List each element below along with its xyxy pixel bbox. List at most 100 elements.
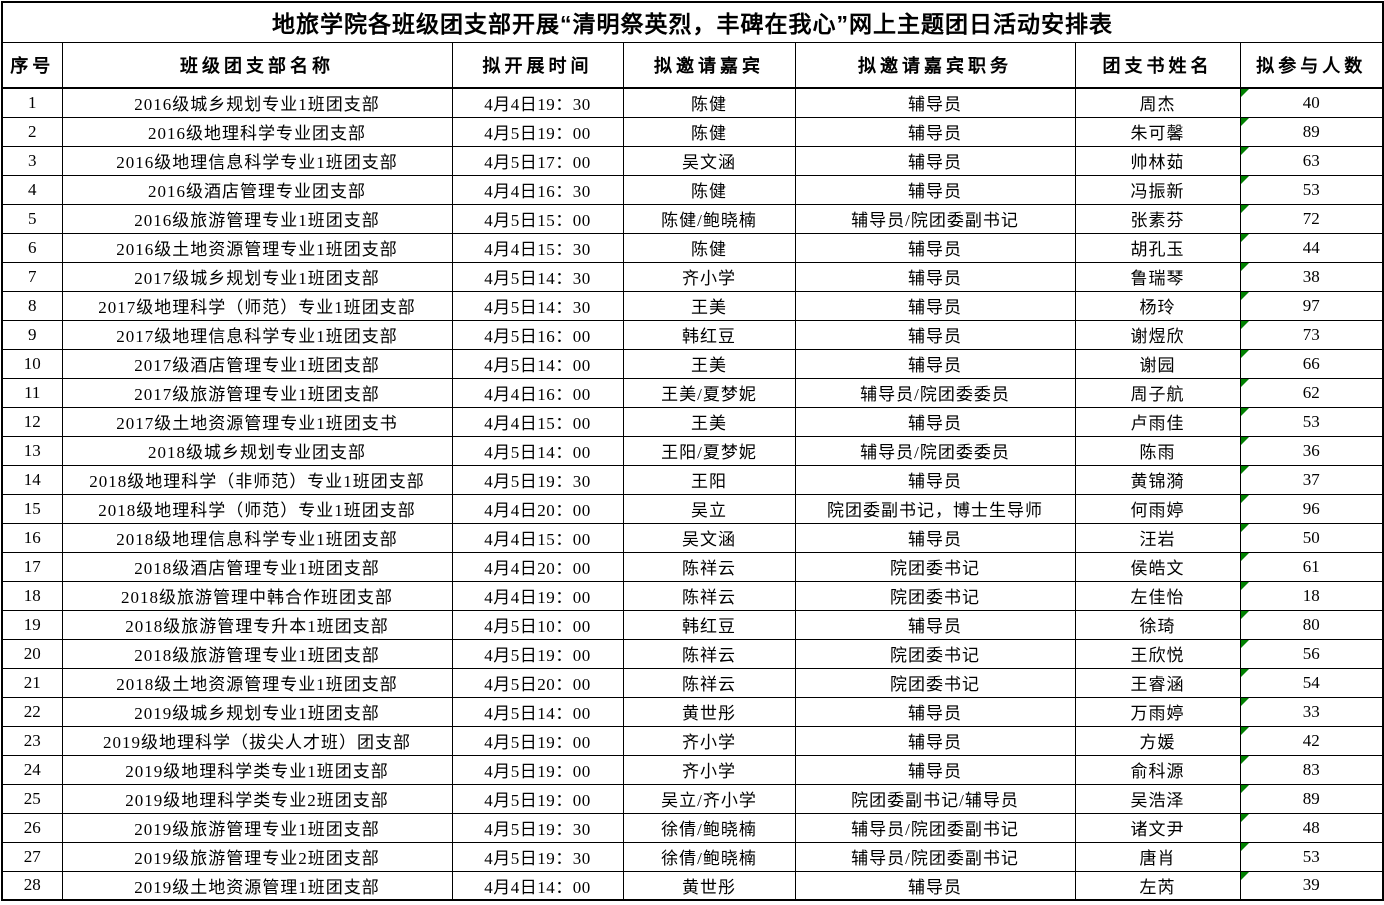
cell-guest: 陈祥云 [622, 667, 796, 698]
participants-value: 89 [1302, 788, 1320, 808]
participants-value: 48 [1302, 817, 1320, 837]
cell-branch-name: 2017级城乡规划专业1班团支部 [61, 261, 453, 292]
cell-guest-title: 辅导员/院团委副书记 [794, 812, 1076, 843]
cell-time: 4月5日14：30 [451, 290, 624, 321]
cell-secretary: 唐肖 [1074, 841, 1241, 872]
green-triangle-icon [1241, 321, 1249, 329]
cell-branch-name: 2017级地理科学（师范）专业1班团支部 [61, 290, 453, 321]
cell-secretary: 张素芬 [1074, 203, 1241, 234]
cell-branch-name: 2019级地理科学类专业2班团支部 [61, 783, 453, 814]
cell-secretary: 周杰 [1074, 87, 1241, 118]
cell-guest-title: 辅导员 [794, 464, 1076, 495]
cell-guest-title: 辅导员 [794, 696, 1076, 727]
cell-index: 16 [1, 522, 63, 553]
cell-secretary: 帅林茹 [1074, 145, 1241, 176]
column-header-index: 序号 [1, 41, 63, 89]
cell-index: 13 [1, 435, 63, 466]
cell-participants: 39 [1239, 870, 1384, 901]
green-triangle-icon [1241, 408, 1249, 416]
table-row: 21 2018级土地资源管理专业1班团支部 4月5日20：00 陈祥云 院团委书… [1, 667, 1384, 698]
table-row: 18 2018级旅游管理中韩合作班团支部 4月4日19：00 陈祥云 院团委书记… [1, 580, 1384, 611]
cell-guest: 徐倩/鲍晓楠 [622, 812, 796, 843]
cell-guest: 陈祥云 [622, 580, 796, 611]
cell-guest: 徐倩/鲍晓楠 [622, 841, 796, 872]
cell-participants: 38 [1239, 261, 1384, 292]
column-header-secretary: 团支书姓名 [1074, 41, 1241, 89]
table-row: 19 2018级旅游管理专升本1班团支部 4月5日10：00 韩红豆 辅导员 徐… [1, 609, 1384, 640]
table-row: 14 2018级地理科学（非师范）专业1班团支部 4月5日19：30 王阳 辅导… [1, 464, 1384, 495]
cell-time: 4月5日20：00 [451, 667, 624, 698]
cell-index: 7 [1, 261, 63, 292]
green-triangle-icon [1241, 727, 1249, 735]
table-row: 23 2019级地理科学（拔尖人才班）团支部 4月5日19：00 齐小学 辅导员… [1, 725, 1384, 756]
column-header-guest: 拟邀请嘉宾 [622, 41, 796, 89]
cell-participants: 36 [1239, 435, 1384, 466]
cell-guest: 韩红豆 [622, 609, 796, 640]
participants-value: 66 [1302, 353, 1320, 373]
table-row: 11 2017级旅游管理专业1班团支部 4月4日16：00 王美/夏梦妮 辅导员… [1, 377, 1384, 408]
green-triangle-icon [1241, 785, 1249, 793]
green-triangle-icon [1241, 292, 1249, 300]
cell-index: 3 [1, 145, 63, 176]
participants-value: 18 [1302, 585, 1320, 605]
participants-value: 37 [1302, 469, 1320, 489]
cell-guest-title: 辅导员 [794, 406, 1076, 437]
cell-guest-title: 辅导员/院团委委员 [794, 377, 1076, 408]
cell-secretary: 胡孔玉 [1074, 232, 1241, 263]
green-triangle-icon [1241, 872, 1249, 880]
cell-branch-name: 2018级地理信息科学专业1班团支部 [61, 522, 453, 553]
cell-index: 10 [1, 348, 63, 379]
cell-index: 18 [1, 580, 63, 611]
participants-value: 42 [1302, 730, 1320, 750]
green-triangle-icon [1241, 843, 1249, 851]
cell-guest: 吴立 [622, 493, 796, 524]
participants-value: 36 [1302, 440, 1320, 460]
green-triangle-icon [1241, 234, 1249, 242]
cell-secretary: 诸文尹 [1074, 812, 1241, 843]
cell-participants: 50 [1239, 522, 1384, 553]
cell-time: 4月4日16：00 [451, 377, 624, 408]
cell-participants: 97 [1239, 290, 1384, 321]
green-triangle-icon [1241, 524, 1249, 532]
cell-branch-name: 2017级土地资源管理专业1班团支书 [61, 406, 453, 437]
cell-participants: 96 [1239, 493, 1384, 524]
cell-guest-title: 院团委书记 [794, 580, 1076, 611]
cell-secretary: 谢煜欣 [1074, 319, 1241, 350]
cell-guest-title: 院团委书记 [794, 638, 1076, 669]
cell-index: 25 [1, 783, 63, 814]
cell-guest: 陈健 [622, 174, 796, 205]
participants-value: 53 [1302, 179, 1320, 199]
cell-time: 4月4日19：30 [451, 87, 624, 118]
cell-branch-name: 2019级旅游管理专业2班团支部 [61, 841, 453, 872]
cell-secretary: 冯振新 [1074, 174, 1241, 205]
cell-guest-title: 辅导员 [794, 290, 1076, 321]
cell-time: 4月5日19：00 [451, 638, 624, 669]
cell-secretary: 杨玲 [1074, 290, 1241, 321]
participants-value: 50 [1302, 527, 1320, 547]
cell-guest-title: 辅导员 [794, 754, 1076, 785]
cell-index: 20 [1, 638, 63, 669]
cell-participants: 53 [1239, 174, 1384, 205]
green-triangle-icon [1241, 640, 1249, 648]
cell-index: 19 [1, 609, 63, 640]
table-row: 26 2019级旅游管理专业1班团支部 4月5日19：30 徐倩/鲍晓楠 辅导员… [1, 812, 1384, 843]
participants-value: 39 [1302, 875, 1320, 895]
table-row: 2 2016级地理科学专业团支部 4月5日19：00 陈健 辅导员 朱可馨 89 [1, 116, 1384, 147]
cell-guest: 陈祥云 [622, 638, 796, 669]
green-triangle-icon [1241, 176, 1249, 184]
cell-time: 4月4日20：00 [451, 493, 624, 524]
table-row: 6 2016级土地资源管理专业1班团支部 4月4日15：30 陈健 辅导员 胡孔… [1, 232, 1384, 263]
participants-value: 96 [1302, 498, 1320, 518]
table-row: 22 2019级城乡规划专业1班团支部 4月5日14：00 黄世彤 辅导员 万雨… [1, 696, 1384, 727]
green-triangle-icon [1241, 669, 1249, 677]
cell-index: 21 [1, 667, 63, 698]
cell-secretary: 万雨婷 [1074, 696, 1241, 727]
cell-branch-name: 2017级酒店管理专业1班团支部 [61, 348, 453, 379]
table-row: 12 2017级土地资源管理专业1班团支书 4月4日15：00 王美 辅导员 卢… [1, 406, 1384, 437]
green-triangle-icon [1241, 466, 1249, 474]
column-header-branch-name: 班级团支部名称 [61, 41, 453, 89]
green-triangle-icon [1241, 553, 1249, 561]
table-row: 15 2018级地理科学（师范）专业1班团支部 4月4日20：00 吴立 院团委… [1, 493, 1384, 524]
participants-value: 44 [1302, 237, 1320, 257]
participants-value: 63 [1302, 150, 1320, 170]
